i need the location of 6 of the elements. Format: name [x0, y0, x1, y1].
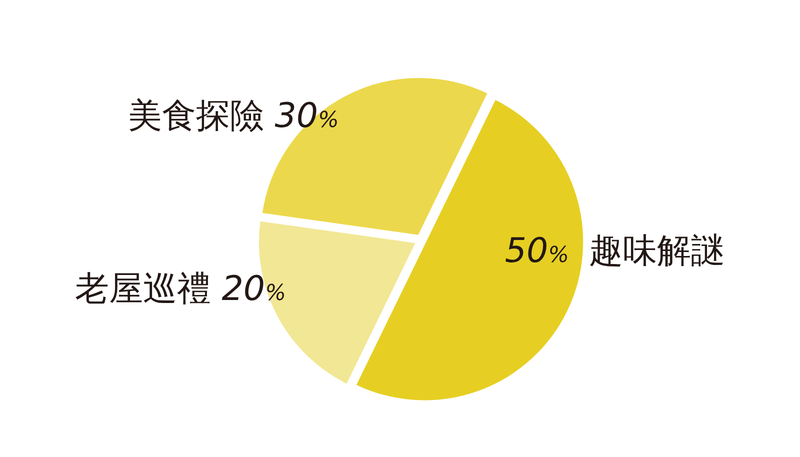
- slice-label: 老屋巡禮: [75, 269, 222, 310]
- slice-label: 趣味解謎: [589, 231, 725, 272]
- slice-label: 美食探險: [128, 96, 275, 136]
- data-label: 30%: [274, 96, 339, 136]
- data-label: 50%: [504, 231, 569, 272]
- data-label: 20%: [222, 269, 286, 310]
